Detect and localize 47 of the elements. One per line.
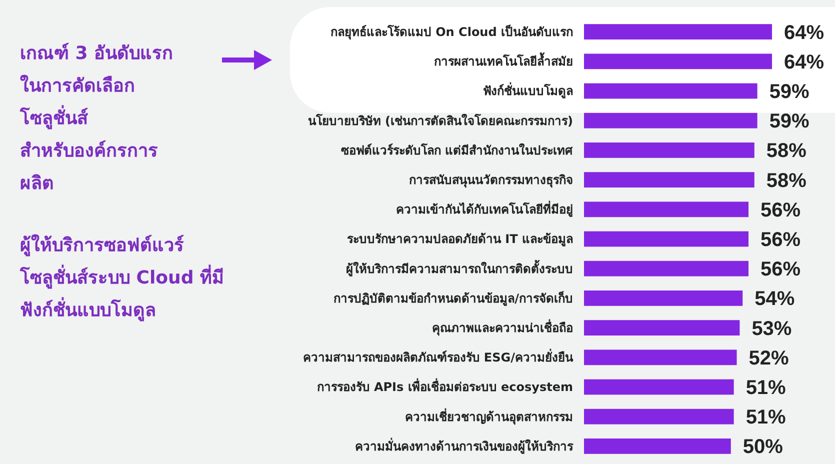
y-tick-label: ความเข้ากันได้กับเทคโนโลยีที่มีอยู่	[396, 200, 573, 218]
bar	[584, 24, 772, 40]
bar	[584, 350, 737, 366]
y-tick-label: ความมั่นคงทางด้านการเงินของผู้ให้บริการ	[355, 437, 574, 454]
bar	[584, 231, 748, 247]
data-label: 58%	[766, 140, 807, 162]
y-tick-label: คุณภาพและความน่าเชื่อถือ	[432, 319, 573, 336]
bar	[584, 408, 734, 424]
data-label: 51%	[746, 406, 786, 429]
bar	[584, 260, 748, 276]
bar	[584, 83, 758, 99]
data-label: 56%	[760, 258, 801, 281]
y-tick-label: ผู้ให้บริการมีความสามารถในการติดตั้งระบบ	[346, 258, 573, 277]
bar	[584, 438, 731, 454]
bar	[584, 202, 748, 218]
bar	[584, 320, 740, 336]
text: ผู้ให้บริการซอฟต์แวร์ โซลูชั่นส์ระบบ Cloud ที่มี ฟังก์ชั่นแบบโมดูล	[19, 234, 224, 322]
data-label: 64%	[784, 51, 824, 74]
y-tick-label: การรองรับ APIs เพื่อเชื่อมต่อระบบ ecosystem	[316, 378, 573, 394]
text: เกณฑ์ 3 อันดับแรก ในการคัดเลือก โซลูชั่นส์ สำหรับองค์กรการ ผลิต	[19, 42, 174, 194]
data-label: 56%	[760, 229, 801, 251]
bar	[584, 172, 754, 188]
y-tick-label: ความสามารถของผลิตภัณฑ์รองรับ ESG/ความยั่งยืน	[302, 348, 574, 365]
data-label: 50%	[742, 436, 784, 458]
y-tick-label: ฟังก์ชั่นแบบโมดูล	[483, 82, 573, 100]
y-tick-label: การปฏิบัติตามข้อกำหนดด้านข้อมูล/การจัดเก็บ	[334, 290, 573, 306]
y-tick-label: การสนับสนุนนวัตกรรมทางธุรกิจ	[409, 173, 573, 188]
bar	[584, 112, 758, 128]
bar	[584, 54, 772, 70]
bar	[584, 142, 754, 158]
data-label: 58%	[766, 170, 807, 192]
data-label: 64%	[784, 22, 824, 44]
y-tick-label: การผสานเทคโนโลยีล้ำสมัย	[434, 52, 573, 69]
data-label: 52%	[748, 347, 789, 370]
data-label: 54%	[754, 288, 795, 310]
y-tick-label: ระบบรักษาความปลอดภัยด้าน IT และข้อมูล	[346, 232, 573, 248]
data-label: 51%	[746, 377, 786, 399]
y-tick-label: นโยบายบริษัท (เช่นการตัดสินใจโดยคณะกรรมการ)	[308, 112, 573, 128]
y-tick-label: กลยุทธ์และโร้ดแมป On Cloud เป็นอันดับแรก	[330, 24, 573, 40]
bar	[584, 379, 734, 395]
bar	[584, 290, 743, 306]
data-label: 53%	[752, 318, 792, 340]
y-tick-label: ความเชี่ยวชาญด้านอุตสาหกรรม	[405, 408, 573, 425]
y-tick-label: ซอฟต์แวร์ระดับโลก แต่มีสำนักงานในประเทศ	[340, 142, 573, 158]
data-label: 59%	[769, 110, 810, 133]
data-label: 59%	[769, 81, 810, 103]
data-label: 56%	[760, 199, 801, 222]
